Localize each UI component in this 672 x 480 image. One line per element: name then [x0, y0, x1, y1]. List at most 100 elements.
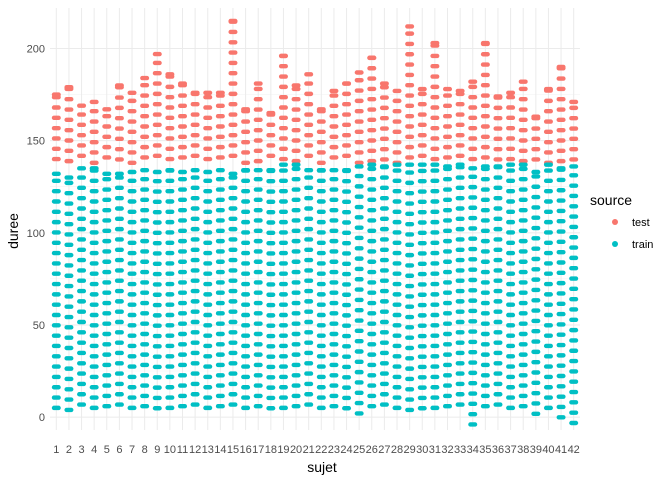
data-point-test — [316, 119, 326, 124]
data-point-train — [152, 364, 162, 370]
data-point-test — [102, 113, 112, 119]
data-point-test — [430, 74, 440, 79]
data-point-train — [443, 280, 452, 285]
data-point-train — [480, 404, 490, 409]
data-point-train — [367, 321, 377, 326]
data-point-test — [241, 119, 251, 124]
data-point-train — [228, 319, 238, 325]
data-point-train — [178, 169, 187, 175]
data-point-train — [178, 300, 187, 306]
data-point-train — [506, 302, 516, 307]
data-point-train — [392, 343, 402, 349]
data-point-test — [203, 105, 213, 110]
data-point-train — [329, 383, 339, 388]
data-point-test — [228, 132, 238, 138]
data-point-train — [455, 237, 465, 242]
data-point-train — [329, 249, 339, 254]
data-point-train — [77, 278, 87, 283]
data-point-train — [543, 385, 553, 390]
data-point-train — [405, 304, 415, 309]
data-point-test — [51, 136, 61, 141]
data-point-train — [543, 333, 553, 338]
data-point-train — [89, 405, 99, 411]
data-point-test — [518, 79, 528, 84]
data-point-test — [140, 113, 150, 119]
data-point-train — [379, 299, 389, 304]
data-point-train — [329, 342, 339, 347]
data-point-train — [190, 247, 200, 252]
data-point-train — [556, 198, 566, 203]
data-point-train — [291, 342, 301, 347]
data-point-test — [114, 83, 124, 88]
data-point-test — [89, 160, 99, 165]
data-point-test — [430, 156, 440, 162]
data-point-train — [215, 300, 225, 306]
data-point-train — [468, 174, 478, 179]
data-point-train — [543, 261, 553, 266]
data-point-train — [304, 206, 314, 211]
data-point-train — [304, 309, 314, 314]
data-point-train — [430, 354, 440, 359]
data-point-test — [51, 156, 61, 162]
data-point-train — [379, 226, 389, 232]
data-point-train — [342, 344, 352, 349]
data-point-train — [430, 261, 440, 266]
data-point-train — [329, 300, 339, 306]
data-point-train — [102, 207, 112, 213]
data-point-train — [480, 331, 490, 337]
data-point-test — [443, 103, 452, 109]
data-point-test — [354, 139, 364, 145]
data-point-train — [102, 238, 112, 244]
data-point-train — [228, 171, 238, 177]
data-point-train — [392, 405, 402, 411]
data-point-train — [190, 319, 200, 325]
data-point-train — [455, 299, 465, 304]
data-point-train — [506, 230, 516, 235]
data-point-train — [203, 250, 213, 256]
legend-swatch-test — [612, 219, 618, 225]
data-point-train — [417, 168, 427, 174]
data-point-train — [241, 333, 251, 338]
data-point-train — [89, 188, 99, 194]
data-point-test — [77, 122, 87, 128]
data-point-test — [291, 117, 301, 123]
data-point-train — [165, 188, 175, 194]
data-point-train — [443, 342, 452, 347]
data-point-train — [316, 261, 326, 266]
data-point-train — [430, 292, 440, 297]
data-point-train — [291, 228, 301, 233]
data-point-test — [543, 108, 553, 114]
data-point-train — [417, 189, 427, 194]
data-point-train — [266, 302, 276, 308]
data-point-test — [342, 101, 352, 107]
data-point-train — [417, 364, 427, 370]
data-point-train — [367, 238, 377, 244]
data-point-test — [405, 31, 415, 36]
data-point-train — [253, 218, 263, 223]
data-point-train — [455, 206, 465, 211]
data-point-test — [417, 112, 427, 117]
data-point-train — [278, 292, 288, 297]
data-point-train — [64, 263, 74, 268]
data-point-train — [165, 364, 175, 369]
data-point-train — [430, 281, 440, 287]
data-point-train — [468, 215, 478, 221]
x-tick-label: 33 — [454, 444, 466, 456]
data-point-test — [165, 72, 175, 77]
data-point-test — [480, 52, 490, 57]
data-point-test — [278, 94, 288, 100]
data-point-test — [64, 148, 74, 154]
data-point-train — [178, 404, 187, 409]
data-point-train — [114, 257, 124, 263]
data-point-train — [266, 209, 276, 215]
data-point-test — [228, 122, 238, 128]
data-point-test — [392, 108, 402, 114]
data-point-train — [215, 207, 225, 213]
data-point-test — [417, 143, 427, 148]
data-point-train — [392, 395, 402, 400]
data-point-test — [329, 88, 339, 94]
data-point-train — [329, 218, 339, 223]
data-point-train — [228, 185, 238, 191]
data-point-train — [165, 385, 175, 390]
data-point-train — [316, 323, 326, 328]
